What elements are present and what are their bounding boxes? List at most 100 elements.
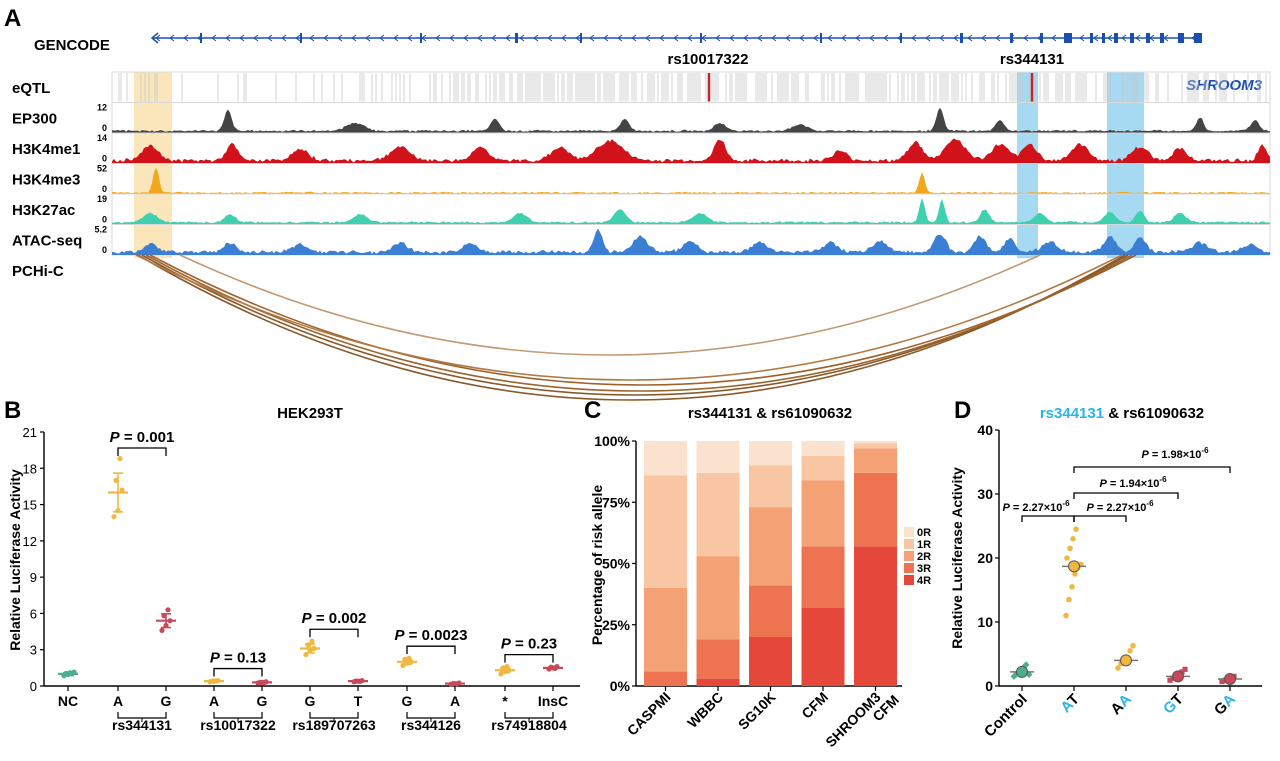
strand-arrow — [267, 34, 273, 42]
mean-marker — [1016, 665, 1028, 678]
pvalue-bracket — [117, 447, 167, 456]
bar-segment-3R — [801, 546, 845, 608]
comparison-bracket — [1073, 515, 1127, 522]
strand-arrow — [309, 34, 315, 42]
x-category-label: Control — [981, 691, 1031, 741]
y-tick-label: 0% — [610, 678, 631, 694]
x-category-label: SHROOM3CFM — [822, 681, 902, 756]
signal-tracks: eQTLEP300120H3K4me1140H3K4me3520H3K27ac1… — [12, 71, 1271, 280]
chart-d-axes: 0 10 20 30 40 Control AT AA GT GA — [977, 422, 1262, 741]
chart-d-title-rest: & rs61090632 — [1104, 405, 1204, 422]
data-point — [159, 627, 165, 633]
p-equals: = — [220, 650, 237, 667]
strand-arrow — [911, 34, 917, 42]
strand-arrow — [673, 34, 679, 42]
strand-arrow — [1079, 34, 1085, 42]
p-symbol: P — [302, 610, 313, 627]
p-value: 0.001 — [137, 429, 175, 446]
p-mantissa: 1.98×10 — [1161, 449, 1201, 461]
bar-segment-1R — [801, 455, 845, 481]
data-point — [309, 638, 315, 644]
highlight-band-rs344131 — [1017, 72, 1038, 258]
exon — [820, 33, 822, 43]
pchic-arc — [179, 254, 1041, 356]
p-equals: = — [405, 627, 422, 644]
x-allele-label: G — [402, 693, 413, 709]
strand-arrow — [869, 34, 875, 42]
pvalue-bracket — [213, 667, 263, 677]
x-allele-label: * — [502, 693, 508, 709]
p-equals: = — [1094, 502, 1107, 514]
bar-segment-2R — [749, 507, 792, 586]
panel-a: A GENCODE SHROOM3 rs10017322 rs344131 eQ… — [4, 5, 1271, 401]
y-tick-label: 3 — [30, 643, 37, 658]
gene-model — [150, 32, 1202, 44]
snp-label: rs10017322 — [200, 717, 276, 733]
pvalue-bracket — [406, 645, 456, 655]
exon — [1064, 33, 1072, 43]
track-label-h3k4me3: H3K4me3 — [12, 172, 80, 189]
p-equals: = — [1149, 449, 1162, 461]
p-symbol: P — [210, 650, 221, 667]
bar-segment-4R — [696, 678, 740, 686]
strand-arrow — [337, 34, 343, 42]
strand-arrow — [295, 34, 301, 42]
strand-arrow — [407, 34, 413, 42]
snp-label: rs189707263 — [292, 717, 376, 733]
bar-segment-3R — [644, 671, 687, 686]
snp-label-rs344131: rs344131 — [1000, 51, 1064, 68]
p-equals: = — [1107, 478, 1120, 490]
strand-arrow — [491, 34, 497, 42]
panel-label-d: D — [954, 397, 971, 424]
pvalue-label: P = 0.001 — [110, 429, 175, 446]
y-tick-label: 9 — [30, 570, 37, 585]
pvalue-label: P = 0.23 — [501, 636, 557, 653]
track-label-h3k27ac: H3K27ac — [12, 202, 75, 219]
strand-arrow — [561, 34, 567, 42]
strand-arrow — [393, 34, 399, 42]
y-tick-label: 25% — [602, 617, 631, 633]
exon — [1146, 33, 1150, 43]
comparison-bracket — [1073, 466, 1231, 473]
p-symbol: P — [1002, 502, 1010, 514]
bar-segment-3R — [696, 639, 740, 679]
exon — [960, 33, 963, 43]
bar-segment-4R — [801, 607, 845, 686]
p-mantissa: 2.27×10 — [1106, 502, 1146, 514]
bar-segment-4R — [749, 637, 792, 686]
p-value: 0.0023 — [422, 627, 468, 644]
x-category-label: SG10K — [735, 689, 779, 733]
strand-arrow — [939, 34, 945, 42]
data-point — [1182, 666, 1188, 672]
track-label-eqtl: eQTL — [12, 80, 50, 97]
exon — [1178, 33, 1184, 43]
snp-label-rs10017322: rs10017322 — [668, 51, 749, 68]
p-value: 0.23 — [528, 636, 557, 653]
signal-h3k4me1 — [112, 138, 1270, 164]
strand-arrow — [351, 34, 357, 42]
y-tick-label: 40 — [977, 422, 993, 438]
strand-arrow — [827, 34, 833, 42]
strand-arrow — [519, 34, 525, 42]
data-point — [1115, 665, 1121, 671]
highlight-band-rs61090632 — [1107, 72, 1144, 258]
track-min-ep300: 0 — [102, 123, 107, 133]
pvalue-bracket — [309, 628, 359, 638]
p-equals: = — [1010, 502, 1023, 514]
strand-arrow — [547, 34, 553, 42]
chart-c-title: rs344131 & rs61090632 — [688, 405, 852, 422]
p-equals: = — [511, 636, 528, 653]
panel-label-b: B — [4, 397, 21, 424]
track-max-h3k4me3: 52 — [97, 164, 107, 174]
strand-arrow — [953, 34, 959, 42]
strand-arrow — [477, 34, 483, 42]
y-tick-label: 0 — [985, 678, 993, 694]
x-category-label: CASPMI — [624, 689, 674, 739]
strand-arrow — [925, 34, 931, 42]
x-category-label: AT — [1057, 691, 1082, 716]
strand-arrow — [463, 34, 469, 42]
panel-c: C rs344131 & rs61090632 Percentage of ri… — [584, 397, 931, 756]
bar-segment-2R — [696, 556, 740, 640]
x-allele-label: G — [161, 693, 172, 709]
